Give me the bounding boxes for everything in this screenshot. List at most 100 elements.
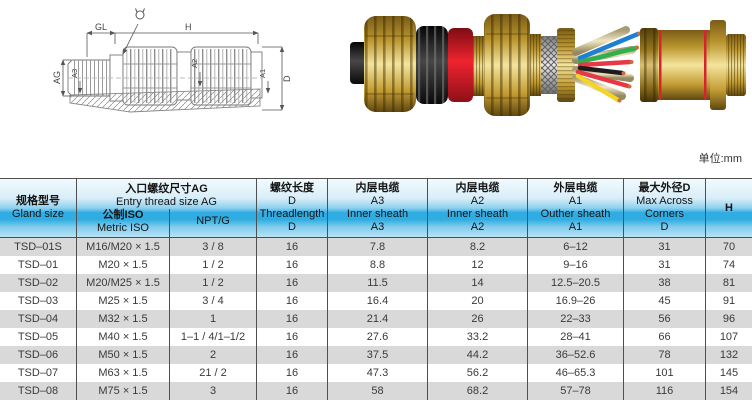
table-cell: 8.2 (428, 238, 528, 256)
table-cell: 58 (328, 382, 428, 400)
header-line: NPT/G (196, 215, 230, 227)
header-line: Outher sheath (540, 208, 611, 220)
header-line: A3 (370, 221, 385, 233)
table-cell: 20 (428, 292, 528, 310)
wires (575, 31, 641, 103)
table-cell: 38 (624, 274, 706, 292)
table-cell: 27.6 (328, 328, 428, 346)
table-cell: 46–65.3 (528, 364, 624, 382)
header-thread-length: 螺纹长度 D Threadlength D (257, 179, 328, 237)
dim-a1-label: A1 (258, 69, 267, 78)
table-cell: 101 (624, 364, 706, 382)
table-cell: 132 (719, 349, 739, 361)
table-cell: 1 (170, 310, 257, 328)
table-body: TSD–01S M16/M20 × 1.5 3 / 8 16 7.8 8.2 6–12 31 7… (0, 238, 752, 400)
table-cell: 68.2 (428, 382, 528, 400)
dim-a2-label: A2 (190, 59, 199, 68)
table-cell: 78 (624, 346, 706, 364)
table-cell: M32 × 1.5 (77, 310, 170, 328)
table-row: TSD–08 M75 × 1.5 3 16 58 68.2 57–78 116 154 (0, 382, 752, 400)
table-row: TSD–06 M50 × 1.5 2 16 37.5 44.2 36–52.6 78 132 (0, 346, 752, 364)
table-cell: 3 / 4 (170, 292, 257, 310)
table-cell: 145 (719, 367, 739, 379)
table-cell: 1–1 / 4/1–1/2 (170, 328, 257, 346)
table-cell: 16.4 (328, 292, 428, 310)
dimension-lines (60, 23, 285, 111)
table-cell: 16 (257, 310, 328, 328)
dim-ag-label: AG (52, 71, 62, 84)
table-cell: 33.2 (428, 328, 528, 346)
table-cell: M75 × 1.5 (77, 382, 170, 400)
header-metric-iso: 公制ISO Metric ISO (77, 209, 170, 237)
header-line: 入口螺纹尺寸AG (125, 183, 208, 195)
table-cell: 21.4 (328, 310, 428, 328)
table-cell: 57–78 (528, 382, 624, 400)
table-cell: M25 × 1.5 (77, 292, 170, 310)
header-line: 螺纹长度 (270, 182, 314, 194)
dim-h-label: H (185, 22, 192, 32)
table-cell: 14 (428, 274, 528, 292)
wire-blue (577, 31, 641, 61)
dim-a3-label: A3 (70, 69, 79, 78)
header-line: Metric ISO (97, 222, 149, 234)
table-cell: 31 (624, 238, 706, 256)
header-line: 规格型号 (16, 195, 60, 207)
table-cell: TSD–04 (0, 310, 77, 328)
table-cell: 56.2 (428, 364, 528, 382)
table-cell: M63 × 1.5 (77, 364, 170, 382)
table-cell: 12 (428, 256, 528, 274)
header-line: Entry thread size AG (116, 196, 217, 208)
header-line: Gland size (12, 208, 64, 220)
wire-red-lower (575, 69, 631, 89)
dimension-labels: GL H AG A3 A2 A1 D (52, 22, 292, 84)
header-outer-sheath-a1: 外层电缆 A1 Outher sheath A1 (528, 179, 624, 237)
wire-tips (617, 31, 641, 103)
table-row: TSD–01S M16/M20 × 1.5 3 / 8 16 7.8 8.2 6–12 31 7… (0, 238, 752, 256)
entry-component (640, 20, 746, 110)
table-cell: TSD–05 (0, 328, 77, 346)
table-cell: 28–41 (528, 328, 624, 346)
table-cell: TSD–08 (0, 382, 77, 400)
brass-ferrule (557, 28, 575, 102)
header-line: A2 (470, 195, 485, 207)
table-cell: M40 × 1.5 (77, 328, 170, 346)
wrench-icon (135, 8, 145, 20)
table-cell: 45 (624, 292, 706, 310)
header-line: D (660, 221, 669, 233)
table-cell: 16 (257, 274, 328, 292)
table-cell: M16/M20 × 1.5 (77, 238, 170, 256)
table-cell: M20 × 1.5 (77, 256, 170, 274)
table-cell: 91 (722, 295, 736, 307)
header-inner-sheath-a3: 内层电缆 A3 Inner sheath A3 (328, 179, 428, 237)
table-cell: 154 (719, 385, 739, 397)
table-row: TSD–07 M63 × 1.5 21 / 2 16 47.3 56.2 46–65.3 10… (0, 364, 752, 382)
threaded-neck (530, 34, 541, 96)
table-cell: 22–33 (528, 310, 624, 328)
gland-exploded-photo (350, 14, 746, 116)
body-nut (484, 14, 530, 116)
unit-note: 单位:mm (698, 153, 742, 165)
table-cell: 1 / 2 (170, 256, 257, 274)
table-cell: 8.8 (328, 256, 428, 274)
table-cell: 44.2 (428, 346, 528, 364)
table-cell: 96 (722, 313, 736, 325)
table-header: 规格型号 Gland size 入口螺纹尺寸AG Entry thread si… (0, 178, 752, 238)
table-cell: 37.5 (328, 346, 428, 364)
header-line: A1 (568, 195, 583, 207)
table-cell: 116 (624, 382, 706, 400)
table-cell: 26 (428, 310, 528, 328)
header-line: A3 (370, 195, 385, 207)
table-cell: TSD–06 (0, 346, 77, 364)
header-npt-g: NPT/G (170, 209, 257, 237)
table-cell: TSD–01 (0, 256, 77, 274)
header-line: D (288, 195, 296, 207)
table-row: TSD–05 M40 × 1.5 1–1 / 4/1–1/2 16 27.6 33.2 28… (0, 328, 752, 346)
header-line: A2 (470, 221, 485, 233)
table-row: TSD–03 M25 × 1.5 3 / 4 16 16.4 20 16.9–26 45 91 (0, 292, 752, 310)
header-line: 外层电缆 (553, 182, 598, 194)
dim-d-label: D (282, 75, 292, 82)
dome-nut-left (364, 16, 416, 112)
header-line: H (725, 201, 733, 214)
table-cell: 1 / 2 (170, 274, 257, 292)
